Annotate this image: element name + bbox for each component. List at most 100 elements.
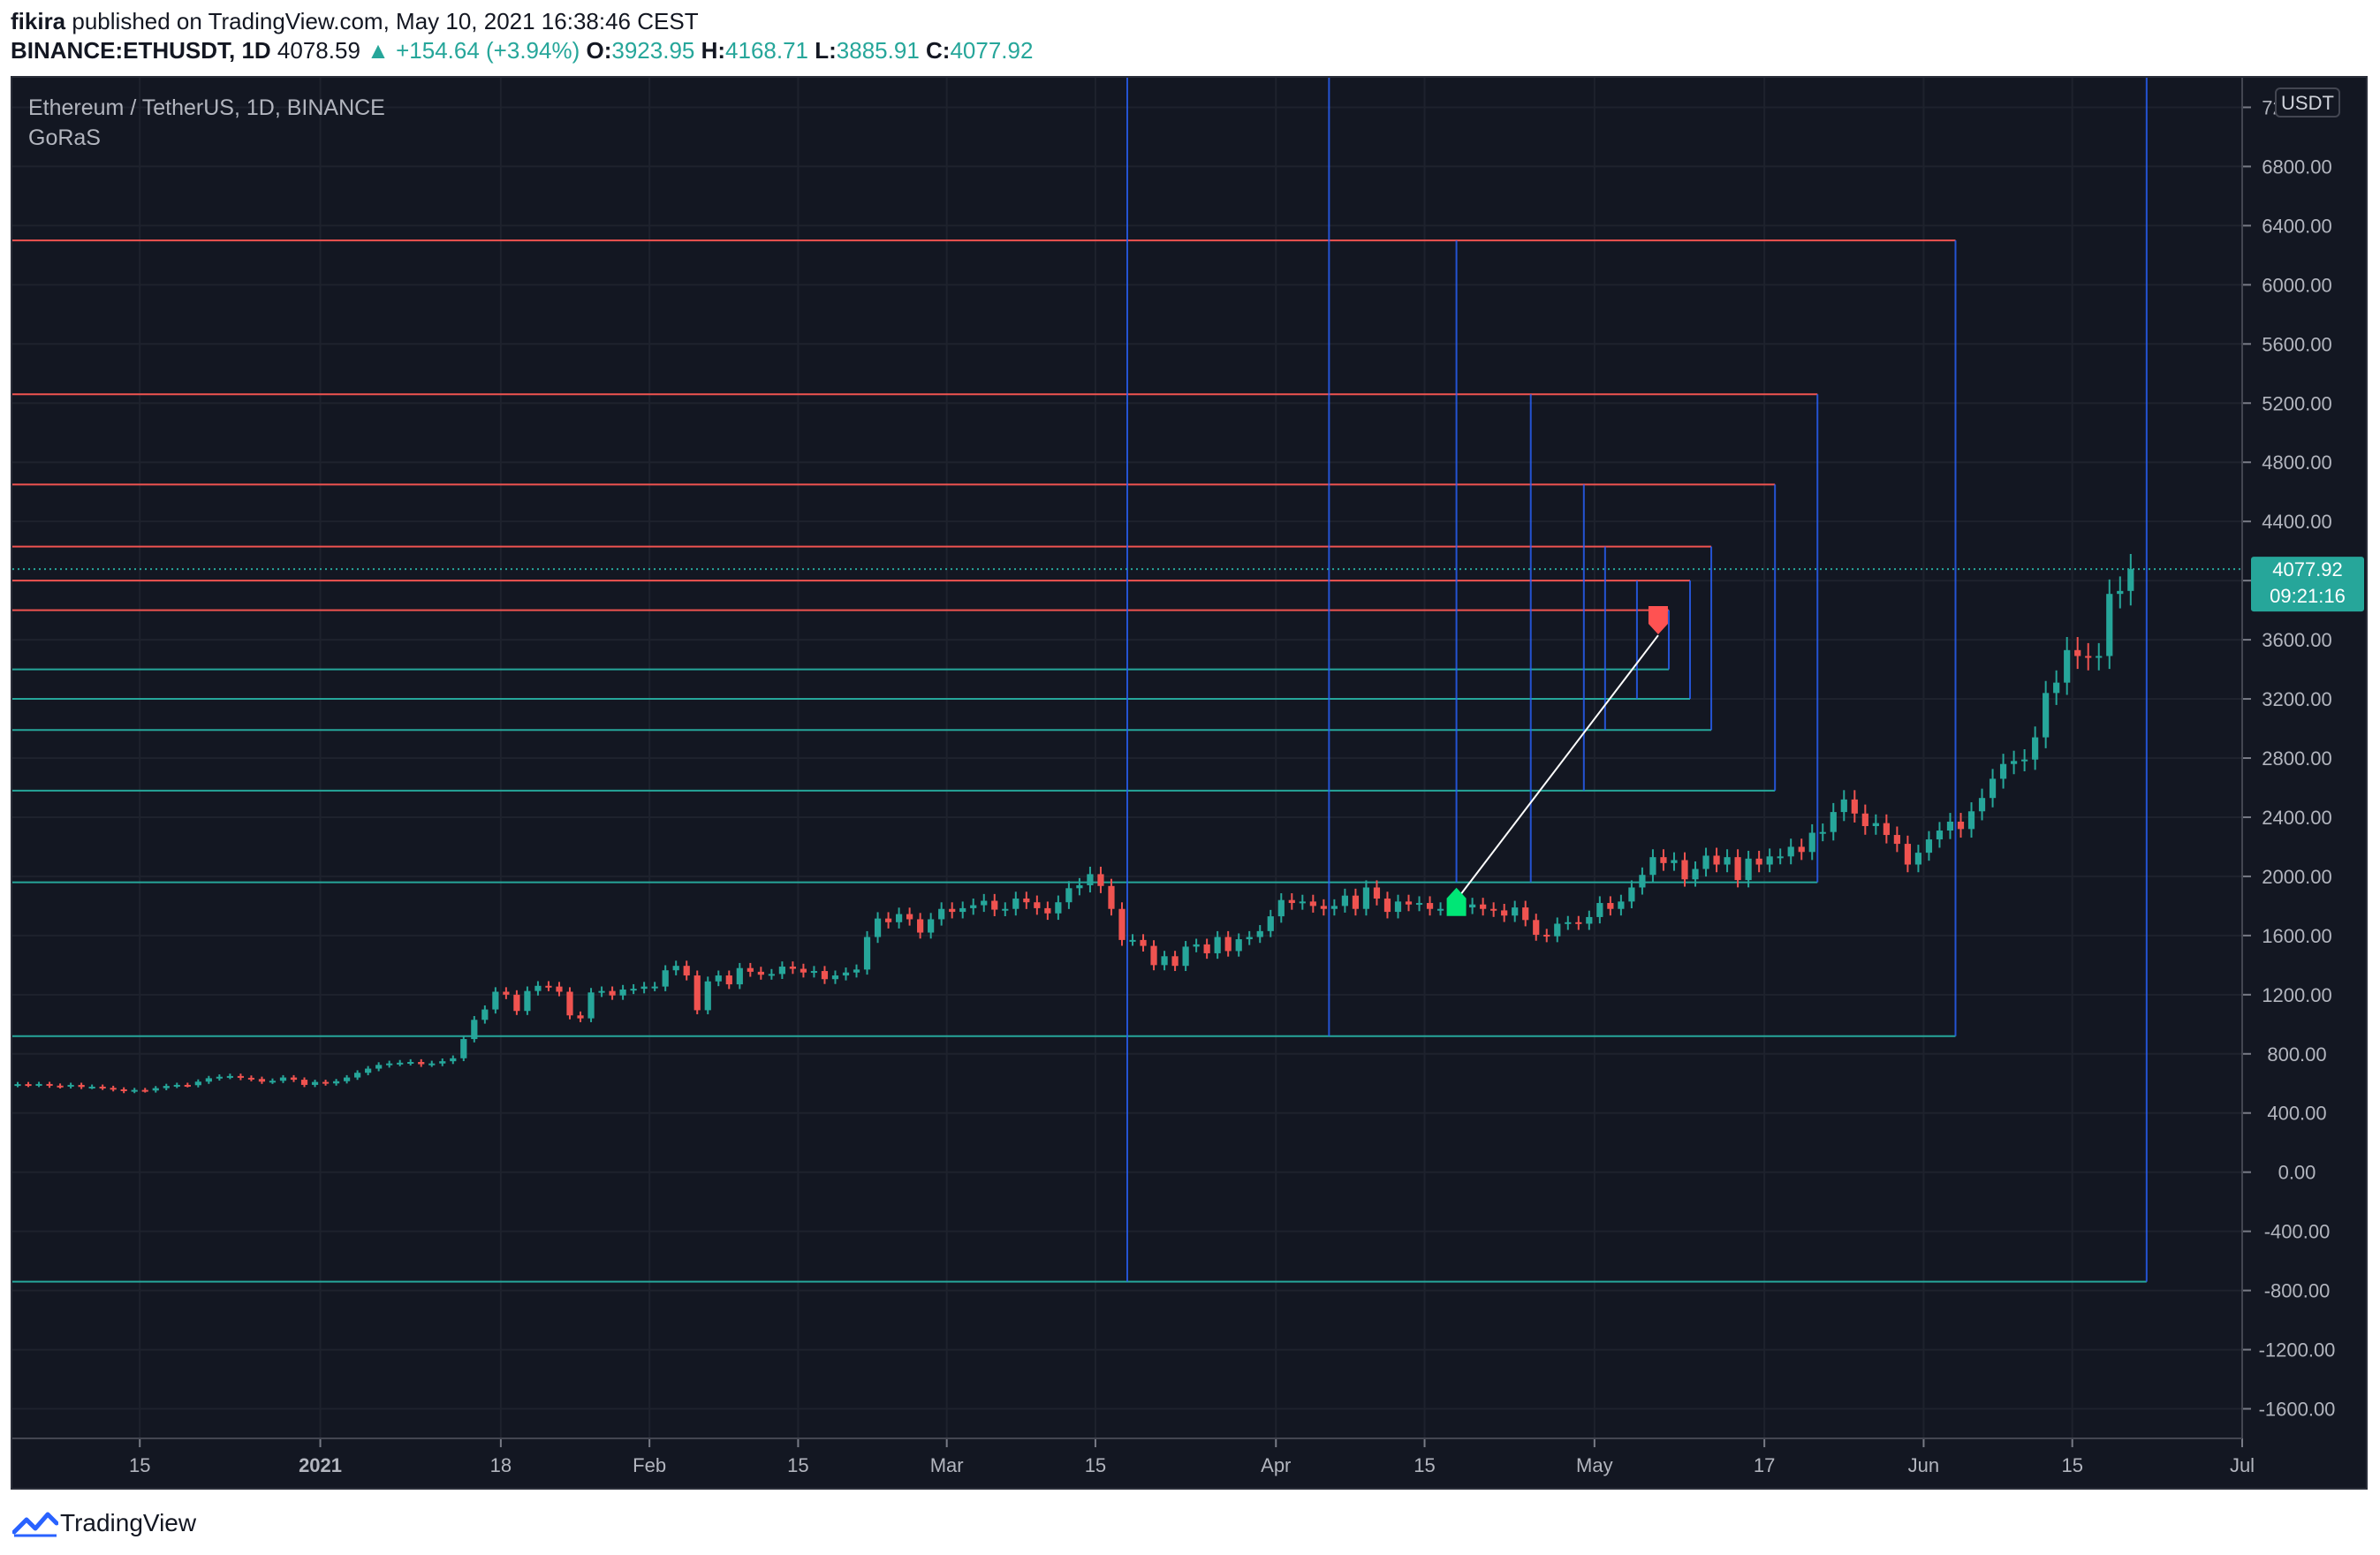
candle-body: [1076, 884, 1083, 889]
candle: [1522, 900, 1529, 927]
candle-body: [704, 981, 711, 1011]
candle: [1639, 867, 1646, 895]
candle: [2064, 637, 2071, 695]
candle-body: [1044, 907, 1051, 914]
candles: [14, 554, 2134, 1094]
candle: [1193, 938, 1200, 952]
candle-body: [1543, 935, 1550, 937]
candle-body: [831, 975, 839, 980]
candle: [1883, 814, 1890, 844]
candle: [1978, 788, 1986, 821]
candle-body: [1055, 902, 1062, 914]
candle: [1830, 802, 1837, 841]
candle: [810, 966, 818, 978]
candle-body: [1618, 901, 1625, 909]
candle-body: [1161, 956, 1168, 966]
brand-name[interactable]: TradingView: [60, 1509, 197, 1536]
candle-body: [1352, 895, 1360, 909]
candle-body: [110, 1088, 117, 1090]
candle-body: [1108, 885, 1115, 909]
current-price-badge: 4077.92 09:21:16: [2251, 557, 2364, 612]
candle-body: [556, 986, 563, 992]
candle: [1235, 933, 1242, 957]
candle-body: [938, 908, 945, 920]
x-tick-label: Mar: [930, 1454, 964, 1476]
candle: [300, 1077, 308, 1088]
candle: [397, 1059, 404, 1066]
candle: [1171, 951, 1179, 972]
candle-body: [928, 919, 935, 933]
candle-body: [884, 918, 892, 922]
candle: [205, 1075, 212, 1084]
candle-body: [725, 975, 732, 985]
close-value: 4077.92: [950, 37, 1034, 64]
x-tick-label: 2021: [299, 1454, 342, 1476]
legend-title[interactable]: Ethereum / TetherUS, 1D, BINANCE: [28, 95, 385, 120]
candle-body: [1724, 857, 1731, 865]
candle: [1681, 852, 1688, 887]
publisher-name[interactable]: fikira: [11, 8, 66, 34]
legend-indicator[interactable]: GoRaS: [28, 125, 101, 150]
candle-body: [587, 992, 595, 1019]
price-chart[interactable]: 7200.006800.006400.006000.005600.005200.…: [12, 78, 2366, 1488]
candle: [842, 967, 850, 981]
candle-body: [216, 1076, 223, 1079]
candle: [2117, 576, 2124, 609]
candle-body: [1235, 939, 1242, 952]
candle: [503, 987, 510, 999]
low-value: 3885.91: [836, 37, 920, 64]
candle-body: [78, 1084, 85, 1088]
candle: [1383, 891, 1391, 919]
candle: [831, 970, 839, 984]
candle-body: [1522, 907, 1529, 921]
candle-body: [2117, 590, 2124, 595]
candle-body: [343, 1077, 351, 1081]
candle-body: [1436, 908, 1444, 911]
last-price: 4078.59: [277, 37, 360, 64]
candle-body: [365, 1068, 372, 1073]
candle: [1426, 896, 1434, 916]
candle: [874, 912, 882, 944]
candle: [216, 1074, 223, 1081]
candle: [1065, 881, 1073, 909]
candle-body: [1798, 846, 1805, 853]
candle-body: [715, 975, 722, 982]
candle: [1097, 866, 1104, 893]
candle: [1224, 930, 1232, 957]
candle: [1660, 849, 1667, 871]
chart-frame[interactable]: 7200.006800.006400.006000.005600.005200.…: [11, 76, 2368, 1490]
candle: [1415, 896, 1423, 912]
y-tick-label: 4800.00: [2262, 451, 2332, 474]
candle: [365, 1066, 372, 1076]
candle: [1469, 898, 1476, 914]
candle-body: [1214, 937, 1221, 953]
candle: [587, 988, 595, 1022]
current-price-label: 4077.92: [2272, 558, 2343, 580]
vertical-lines: [1126, 78, 2148, 1282]
candle-body: [237, 1075, 245, 1078]
candle: [226, 1073, 233, 1080]
candle-body: [747, 967, 754, 972]
candle-body: [1394, 901, 1402, 913]
candle: [1999, 754, 2007, 789]
publish-info: fikira published on TradingView.com, May…: [11, 7, 699, 35]
candle-body: [874, 918, 882, 937]
candle: [1490, 902, 1497, 917]
candle-body: [895, 914, 903, 922]
candle-body: [800, 968, 807, 973]
candle: [609, 986, 616, 1000]
candle: [1734, 849, 1741, 888]
axes[interactable]: 7200.006800.006400.006000.005600.005200.…: [12, 78, 2335, 1476]
candle: [1161, 951, 1168, 971]
candle-body: [1660, 857, 1667, 863]
currency-label-box[interactable]: USDT: [2275, 87, 2340, 118]
candle: [1129, 934, 1136, 946]
candle: [131, 1088, 138, 1094]
y-tick-label: 400.00: [2267, 1103, 2326, 1125]
candle: [959, 901, 966, 919]
candle-body: [290, 1077, 298, 1081]
candle: [1330, 899, 1338, 916]
candle-body: [492, 991, 499, 1010]
candle: [1362, 880, 1370, 916]
tradingview-logo-icon[interactable]: [12, 1509, 58, 1537]
